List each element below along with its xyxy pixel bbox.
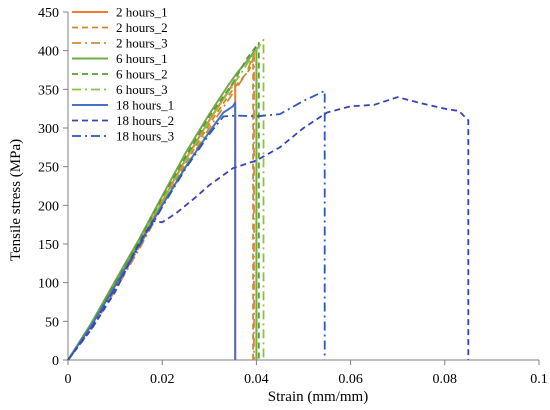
legend-label: 6 hours_3 xyxy=(116,82,168,97)
legend-label: 18 hours_2 xyxy=(116,113,174,128)
legend-label: 2 hours_2 xyxy=(116,20,168,35)
y-tick-label: 300 xyxy=(38,122,59,137)
series-line-2-hours-3 xyxy=(67,51,255,361)
x-tick-label: 0 xyxy=(65,372,72,387)
legend: 2 hours_12 hours_22 hours_36 hours_16 ho… xyxy=(72,5,174,144)
y-tick-label: 150 xyxy=(38,238,59,253)
x-tick-label: 0.1 xyxy=(530,372,548,387)
legend-label: 18 hours_1 xyxy=(116,98,174,113)
legend-label: 2 hours_1 xyxy=(116,5,168,20)
x-tick-label: 0.02 xyxy=(150,372,175,387)
legend-label: 6 hours_1 xyxy=(116,51,168,66)
x-axis-ticks: 0 0.02 0.04 0.06 0.08 0.1 xyxy=(65,360,548,387)
x-tick-label: 0.06 xyxy=(338,372,363,387)
x-tick-label: 0.04 xyxy=(244,372,269,387)
series-line-18-hours-2 xyxy=(67,96,470,361)
y-tick-label: 350 xyxy=(38,83,59,98)
y-tick-label: 100 xyxy=(38,277,59,292)
series-line-18-hours-1 xyxy=(67,101,237,361)
y-tick-label: 50 xyxy=(45,315,59,330)
y-tick-label: 0 xyxy=(52,354,59,369)
legend-label: 2 hours_3 xyxy=(116,36,168,51)
legend-label: 6 hours_2 xyxy=(116,67,168,82)
y-tick-label: 450 xyxy=(38,6,59,21)
y-axis-ticks: 0 50 100 150 200 250 300 350 400 450 xyxy=(38,6,68,369)
series-line-6-hours-3 xyxy=(67,38,265,361)
series-lines xyxy=(67,38,470,361)
y-tick-label: 400 xyxy=(38,45,59,60)
y-axis-title: Tensile stress (MPa) xyxy=(8,139,24,261)
legend-label: 18 hours_3 xyxy=(116,129,174,144)
x-tick-label: 0.08 xyxy=(433,372,458,387)
x-axis-title: Strain (mm/mm) xyxy=(268,389,368,405)
y-tick-label: 250 xyxy=(38,161,59,176)
y-tick-label: 200 xyxy=(38,199,59,214)
series-line-18-hours-3 xyxy=(67,90,326,361)
plot-area xyxy=(67,12,539,361)
series-line-6-hours-2 xyxy=(67,42,260,361)
